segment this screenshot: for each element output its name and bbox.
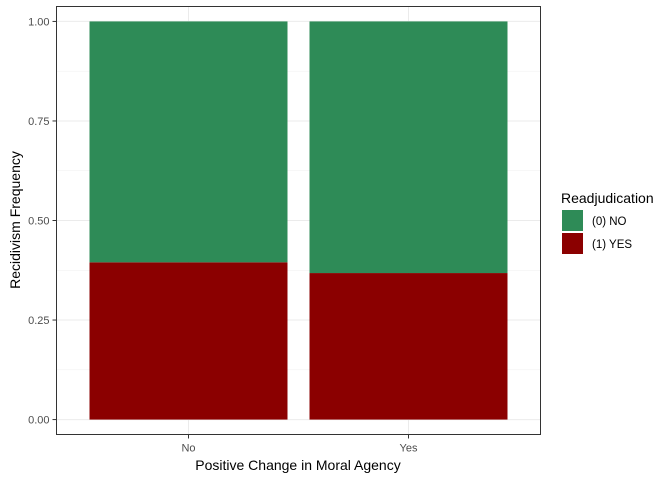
bar-no-series-0: [89, 262, 288, 420]
y-axis-title: Recidivism Frequency: [7, 151, 23, 289]
y-tick-label: 0.25: [28, 315, 49, 327]
x-tick-label: Yes: [400, 443, 418, 455]
y-tick-label: 0.50: [28, 216, 49, 228]
legend: Readjudication (0) NO (1) YES: [561, 190, 654, 254]
bars: [89, 21, 508, 420]
bar-yes-series-1: [309, 21, 508, 274]
y-tick-label: 0.75: [28, 116, 49, 128]
bar-no-series-1: [89, 21, 288, 263]
x-axis: No Yes: [181, 434, 418, 455]
legend-label-no: (0) NO: [592, 216, 627, 228]
y-tick-label: 0.00: [28, 415, 49, 427]
legend-label-yes: (1) YES: [592, 239, 632, 251]
legend-title: Readjudication: [561, 190, 654, 206]
y-tick-label: 1.00: [28, 16, 49, 28]
y-axis: 0.00 0.25 0.50 0.75 1.00: [28, 16, 57, 427]
bar-yes-series-0: [309, 273, 508, 420]
x-tick-label: No: [181, 443, 195, 455]
legend-swatch-no: [562, 210, 583, 231]
legend-swatch-yes: [562, 233, 583, 254]
x-axis-title: Positive Change in Moral Agency: [195, 457, 400, 473]
